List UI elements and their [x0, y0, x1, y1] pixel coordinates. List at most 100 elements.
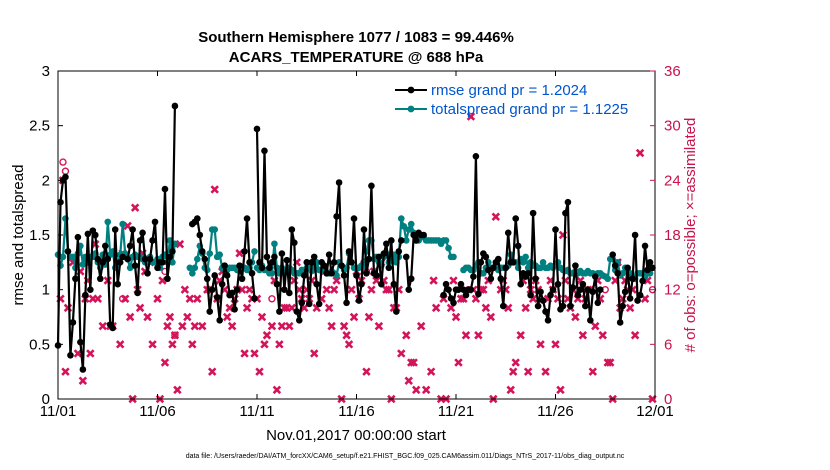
- rmse-point: [295, 316, 303, 324]
- rmse-point: [248, 269, 256, 277]
- rmse-point: [609, 251, 617, 258]
- rmse-point: [497, 275, 505, 283]
- y-right-tick-label: 0: [664, 391, 672, 408]
- rmse-point: [353, 272, 360, 279]
- y-right-tick-label: 6: [664, 336, 672, 353]
- spread-point: [268, 269, 276, 277]
- rmse-point: [410, 231, 418, 239]
- rmse-point: [161, 185, 169, 193]
- rmse-point: [514, 242, 522, 250]
- rmse-point: [616, 319, 624, 326]
- rmse-point: [313, 280, 321, 288]
- y-axis-left: 0 0.5 1 1.5 2 2.5 3: [29, 63, 63, 408]
- obs-assimilated-point: [625, 303, 635, 313]
- rmse-point: [589, 288, 597, 296]
- rmse-point: [499, 302, 507, 310]
- rmse-point: [544, 316, 552, 324]
- rmse-point: [445, 286, 452, 293]
- rmse-point: [278, 250, 286, 257]
- rmse-point: [547, 291, 554, 299]
- rmse-point: [218, 280, 226, 288]
- rmse-point: [111, 226, 119, 233]
- rmse-point: [455, 286, 462, 293]
- rmse-point: [154, 264, 161, 272]
- chart-marks: [54, 102, 657, 404]
- rmse-point: [440, 291, 447, 299]
- obs-assimilated-point: [606, 358, 615, 367]
- spread-point: [539, 259, 547, 266]
- spread-point: [619, 269, 626, 277]
- rmse-point: [614, 269, 621, 277]
- obs-assimilated-point: [486, 312, 496, 322]
- rmse-point: [293, 308, 301, 315]
- obs-assimilated-point: [185, 294, 195, 303]
- rmse-point: [487, 275, 495, 283]
- rmse-point: [626, 295, 634, 302]
- obs-assimilated-point: [130, 203, 140, 212]
- legend-spread-marker: [407, 105, 415, 113]
- spread-point: [194, 255, 201, 263]
- rmse-point: [564, 198, 572, 206]
- obs-assimilated-point: [521, 303, 530, 313]
- rmse-point: [577, 286, 584, 293]
- obs-assimilated-point: [329, 285, 339, 294]
- rmse-point: [74, 233, 82, 241]
- rmse-point: [286, 289, 293, 297]
- rmse-point: [206, 308, 214, 315]
- obs-assimilated-point: [332, 276, 341, 285]
- obs-assimilated-point: [237, 285, 247, 294]
- obs-assimilated-point: [506, 385, 515, 395]
- rmse-point: [325, 251, 333, 258]
- obs-assimilated-point: [175, 239, 185, 249]
- obs-assimilated-point: [86, 349, 95, 358]
- rmse-point: [574, 291, 582, 299]
- obs-assimilated-point: [630, 331, 640, 340]
- rmse-point: [328, 269, 335, 277]
- obs-assimilated-point: [407, 358, 416, 367]
- rmse-point: [582, 302, 589, 310]
- obs-assimilated-point: [431, 303, 441, 313]
- obs-assimilated-point: [491, 212, 501, 221]
- rmse-point: [636, 291, 644, 299]
- spread-point: [59, 253, 67, 261]
- spread-point: [400, 222, 408, 230]
- rmse-point: [587, 316, 594, 324]
- obs-assimilated-point: [165, 312, 175, 322]
- obs-assimilated-point: [342, 331, 351, 340]
- obs-assimilated-point: [143, 312, 152, 322]
- spread-point: [251, 248, 258, 255]
- rmse-point: [323, 269, 330, 277]
- x-axis-label: Nov.01,2017 00:00:00 start: [266, 427, 447, 444]
- rmse-point: [261, 147, 268, 155]
- obs-assimilated-point: [240, 349, 249, 358]
- rmse-point: [405, 286, 413, 293]
- rmse-point: [223, 272, 231, 279]
- obs-assimilated-point: [135, 303, 145, 313]
- rmse-point: [92, 231, 99, 239]
- obs-assimilated-point: [257, 312, 267, 322]
- rmse-point: [641, 242, 649, 250]
- rmse-point: [397, 237, 405, 244]
- rmse-point: [383, 240, 390, 248]
- rmse-point: [221, 262, 228, 269]
- obs-assimilated-point: [255, 367, 264, 376]
- spread-point: [522, 253, 529, 261]
- rmse-point: [552, 226, 559, 233]
- rmse-point: [320, 262, 328, 269]
- obs-assimilated-point: [411, 385, 421, 395]
- spread-point: [119, 220, 126, 228]
- rmse-point: [134, 289, 141, 297]
- y-right-tick-label: 12: [664, 282, 681, 299]
- obs-assimilated-point: [347, 285, 356, 294]
- y-right-tick-label: 36: [664, 63, 681, 80]
- obs-assimilated-point: [536, 340, 545, 349]
- spread-point: [104, 218, 112, 226]
- rmse-point: [308, 259, 316, 266]
- rmse-point: [375, 253, 383, 261]
- rmse-point: [644, 266, 651, 274]
- obs-assimilated-point: [125, 312, 135, 322]
- legend-rmse-marker: [407, 86, 415, 94]
- rmse-point: [646, 259, 654, 266]
- obs-assimilated-point: [222, 312, 232, 322]
- rmse-point: [243, 215, 251, 222]
